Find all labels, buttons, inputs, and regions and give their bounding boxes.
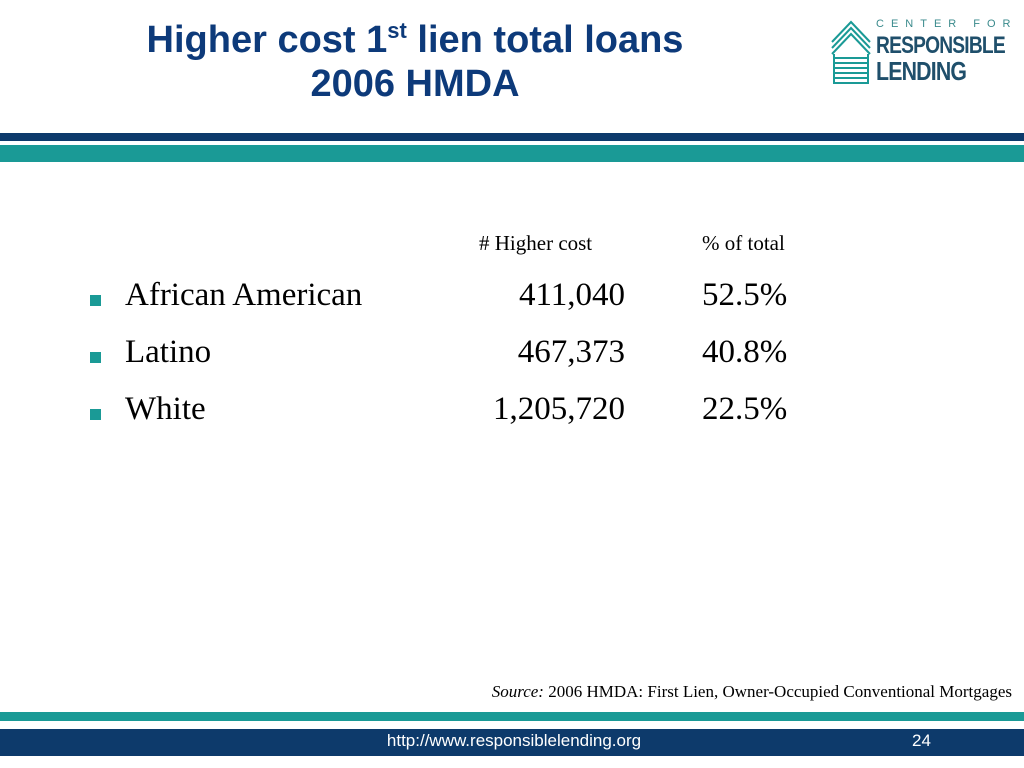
footer-navy-bar — [0, 729, 1024, 756]
source-note: Source: 2006 HMDA: First Lien, Owner-Occ… — [492, 682, 1012, 702]
table-row: White 1,205,720 22.5% — [0, 391, 1024, 441]
bullet-icon — [90, 295, 101, 306]
table-row: African American 411,040 52.5% — [0, 277, 1024, 327]
row-count: 1,205,720 — [493, 391, 625, 427]
row-percent: 40.8% — [702, 334, 788, 370]
row-count: 467,373 — [517, 334, 625, 370]
row-label: Latino — [125, 334, 212, 370]
column-header-count: # Higher cost — [479, 231, 593, 255]
row-percent: 22.5% — [702, 391, 788, 427]
row-label: African American — [125, 277, 363, 313]
page-number: 24 — [912, 731, 931, 750]
footer-teal-rule — [0, 712, 1024, 721]
header-teal-rule — [0, 145, 1024, 162]
table-row: Latino 467,373 40.8% — [0, 334, 1024, 384]
title-text-start: Higher cost 1 — [146, 19, 388, 61]
title-superscript: st — [387, 18, 407, 43]
header-navy-rule — [0, 133, 1024, 141]
row-percent: 52.5% — [702, 277, 788, 313]
title-line-2: 2006 HMDA — [310, 63, 520, 105]
logo-line-2: RESPONSIBLE — [876, 32, 1006, 59]
house-stripes-icon — [831, 20, 871, 84]
source-text: 2006 HMDA: First Lien, Owner-Occupied Co… — [543, 682, 1012, 701]
row-label: White — [125, 391, 206, 427]
logo-line-1: CENTER FOR — [876, 18, 1018, 30]
logo-line-3: LENDING — [876, 56, 967, 86]
footer-url-link[interactable]: http://www.responsiblelending.org — [386, 731, 642, 750]
row-count: 411,040 — [518, 277, 625, 313]
column-header-percent: % of total — [702, 231, 785, 255]
title-text-end: lien total loans — [406, 19, 684, 61]
crl-logo: CENTER FOR RESPONSIBLE LENDING — [830, 16, 1011, 88]
slide-title: Higher cost 1st lien total loans 2006 HM… — [60, 18, 770, 106]
title-line-1: Higher cost 1st lien total loans — [60, 18, 770, 62]
bullet-icon — [90, 352, 101, 363]
source-label: Source: — [491, 682, 544, 701]
bullet-icon — [90, 409, 101, 420]
